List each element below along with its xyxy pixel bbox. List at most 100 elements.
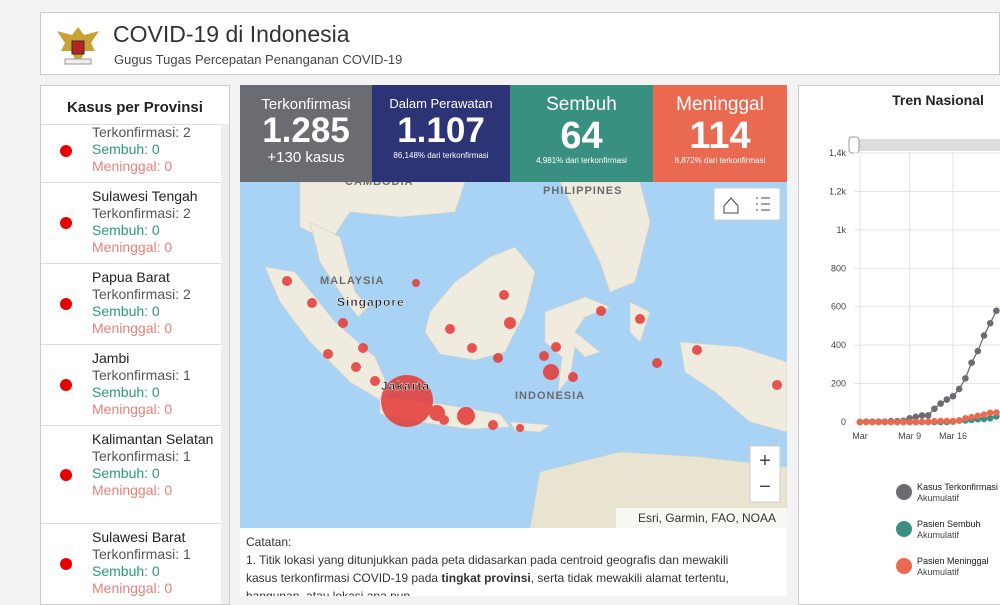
point xyxy=(856,418,864,426)
confirmed: Terkonfirmasi: 1 xyxy=(92,546,191,562)
deaths: Meninggal: 0 xyxy=(92,401,173,417)
recovered: Sembuh: 0 xyxy=(92,222,160,238)
dot xyxy=(60,144,72,157)
point xyxy=(955,385,963,393)
notes-title: Catatan: xyxy=(246,535,292,549)
province-name: Sulawesi Barat xyxy=(92,529,186,545)
province-name: Kalimantan Selatan xyxy=(92,431,214,447)
legend-line: Akumulatif xyxy=(917,530,960,540)
notes: Catatan: 1. Titik lokasi yang ditunjukka… xyxy=(240,528,787,596)
point xyxy=(906,418,913,426)
map-label: MALAYSIA xyxy=(320,275,384,287)
legend-swatch xyxy=(896,558,912,574)
stat-box: Terkonfirmasi 1.285 +130 kasus xyxy=(240,85,372,182)
text: , serta tidak mewakili alamat tertentu, … xyxy=(246,571,729,596)
province-text: Jambi Terkonfirmasi: 1 Sembuh: 0 Meninggal:… xyxy=(92,350,217,418)
y-tick-label: 1,4k xyxy=(829,148,847,158)
stats-row: Terkonfirmasi 1.285 +130 kasus Dalam Perawa… xyxy=(240,85,787,182)
panel-title: Kasus per Provinsi xyxy=(67,99,203,116)
point xyxy=(912,418,920,426)
stat-sub: 8,872% dari terkonfirmasi xyxy=(674,156,766,165)
y-tick-label: 1k xyxy=(836,225,846,235)
zoom-out[interactable]: − xyxy=(759,476,771,498)
point xyxy=(918,418,926,426)
province-item: Jambi Terkonfirmasi: 1 Sembuh: 0 Meninggal:… xyxy=(41,345,221,426)
point xyxy=(931,405,938,413)
legend-line: Pasien Sembuh xyxy=(917,519,981,529)
y-tick-label: 600 xyxy=(831,302,846,312)
point xyxy=(937,400,944,407)
province-list: Terkonfirmasi: 2 Sembuh: 0 Meninggal: 0 Sul… xyxy=(41,124,221,604)
stat-label: Sembuh xyxy=(546,94,617,115)
stat-box: Dalam Perawatan 1.107 86,148% dari terkonf… xyxy=(372,85,510,182)
point xyxy=(993,307,1000,315)
point xyxy=(875,418,882,426)
map-label: PHILIPPINES xyxy=(543,185,622,197)
chart-title: Tren Nasional xyxy=(892,92,984,108)
point xyxy=(962,415,969,422)
point xyxy=(986,414,994,422)
province-text: Kalimantan Selatan Terkonfirmasi: 1 Sembuh… xyxy=(92,431,217,499)
point xyxy=(943,417,951,425)
y-tick-label: 800 xyxy=(831,263,846,273)
dot xyxy=(60,468,72,481)
deaths: Meninggal: 0 xyxy=(92,239,173,255)
point xyxy=(900,418,907,426)
point xyxy=(937,417,944,425)
point xyxy=(943,396,951,403)
point xyxy=(869,418,876,426)
stat-value: 114 xyxy=(689,115,751,157)
province-name: Papua Barat xyxy=(92,269,170,285)
map-label: INDONESIA xyxy=(515,390,585,402)
legend-line: Pasien Meninggal xyxy=(917,556,989,566)
scrollbar xyxy=(221,124,229,604)
dot xyxy=(60,379,72,391)
province-text: Terkonfirmasi: 2 Sembuh: 0 Meninggal: 0 xyxy=(92,124,217,175)
deaths: Meninggal: 0 xyxy=(92,580,173,596)
legend-swatch xyxy=(896,484,912,500)
province-item: Kalimantan Selatan Terkonfirmasi: 1 Sembuh… xyxy=(41,426,221,524)
emblem xyxy=(57,27,99,65)
y-tick-label: 1,2k xyxy=(829,186,847,196)
legend-line: Kasus Terkonfirmasi xyxy=(917,482,998,492)
province-name: Jambi xyxy=(92,350,130,366)
province-name: Sulawesi Tengah xyxy=(92,188,198,204)
zoom-in[interactable]: + xyxy=(759,450,771,472)
confirmed: Terkonfirmasi: 2 xyxy=(92,286,191,302)
confirmed: Terkonfirmasi: 2 xyxy=(92,205,191,221)
stat-sub: 86,148% dari terkonfirmasi xyxy=(393,151,489,160)
x-tick-label: Mar 16 xyxy=(939,431,967,441)
subtitle: Gugus Tugas Percepatan Penanganan COVID-… xyxy=(114,52,403,67)
trend-panel: Tren Nasional 0 200 400 600 800 1k 1,2k 1,4k Mar… xyxy=(798,85,1000,605)
title: COVID-19 di Indonesia xyxy=(113,21,350,47)
legend-line: Kasus Terkonfirmasi xyxy=(917,482,998,492)
series-line xyxy=(859,310,997,423)
province-item: Sulawesi Tengah Terkonfirmasi: 2 Sembuh: 0… xyxy=(41,183,221,264)
stat-box: Meninggal 114 8,872% dari terkonfirmasi xyxy=(653,85,787,182)
confirmed: Terkonfirmasi: 1 xyxy=(92,448,191,464)
map-label: CAMBODIA xyxy=(345,182,414,188)
point xyxy=(955,417,963,424)
bold-text: tingkat provinsi xyxy=(441,571,531,585)
legend-line: Akumulatif xyxy=(917,567,960,577)
point xyxy=(881,418,889,426)
point xyxy=(986,409,994,417)
point xyxy=(986,319,994,327)
legend-line: Pasien Meninggal xyxy=(917,556,989,566)
attribution: Esri, Garmin, FAO, NOAA xyxy=(638,511,776,525)
stat-box: Sembuh 64 4,981% dari terkonfirmasi xyxy=(510,85,653,182)
province-text: Sulawesi Tengah Terkonfirmasi: 2 Sembuh: 0… xyxy=(92,188,217,256)
stat-label: Dalam Perawatan xyxy=(389,96,493,111)
deaths: Meninggal: 0 xyxy=(92,482,173,498)
point xyxy=(862,418,870,426)
legend-label: Kasus TerkonfirmasiKasus Terkonfirmasi Ak… xyxy=(917,482,998,503)
point xyxy=(924,418,932,426)
province-panel: Kasus per Provinsi Terkonfirmasi: 2 Sembu… xyxy=(40,85,230,605)
province-item: Terkonfirmasi: 2 Sembuh: 0 Meninggal: 0 xyxy=(41,119,221,183)
x-tick-label: Mar 9 xyxy=(898,431,921,441)
province-item: Papua Barat Terkonfirmasi: 2 Sembuh: 0 Meni… xyxy=(41,264,221,345)
header: COVID-19 di Indonesia Gugus Tugas Percep… xyxy=(40,12,1000,75)
